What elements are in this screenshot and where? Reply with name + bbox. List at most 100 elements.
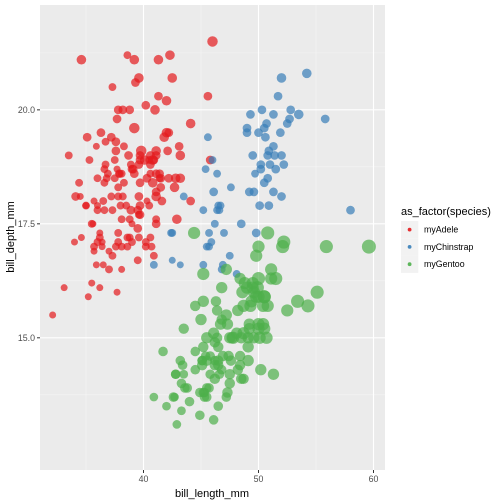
data-point-myadele xyxy=(124,151,133,160)
data-point-myadele xyxy=(75,178,84,187)
data-point-mygentoo xyxy=(224,378,235,389)
data-point-myadele xyxy=(60,284,68,292)
y-axis-title: bill_depth_mm xyxy=(5,201,17,273)
data-point-myadele xyxy=(117,215,126,224)
points-layer xyxy=(49,36,376,429)
legend: as_factor(species) myAdele myChinstrap myG… xyxy=(401,206,491,273)
data-point-myadele xyxy=(123,51,132,60)
data-point-mychinstrap xyxy=(205,229,213,237)
data-point-myadele xyxy=(141,100,151,110)
data-point-mygentoo xyxy=(213,401,224,411)
data-point-mygentoo xyxy=(195,387,205,398)
data-point-mygentoo xyxy=(301,299,315,313)
data-point-mychinstrap xyxy=(236,219,246,229)
data-point-myadele xyxy=(112,114,122,124)
series-mygentoo xyxy=(149,226,376,429)
data-point-myadele xyxy=(110,174,119,183)
series-myadele xyxy=(49,36,218,319)
data-point-mychinstrap xyxy=(248,151,258,160)
data-point-mychinstrap xyxy=(282,119,292,128)
data-point-myadele xyxy=(145,201,154,210)
data-point-mychinstrap xyxy=(246,110,255,119)
data-point-mygentoo xyxy=(250,281,264,295)
data-point-mygentoo xyxy=(149,392,159,402)
data-point-myadele xyxy=(93,174,102,183)
data-point-mygentoo xyxy=(170,369,181,380)
data-point-mygentoo xyxy=(172,420,182,429)
data-point-myadele xyxy=(64,151,73,160)
data-point-myadele xyxy=(146,233,155,242)
data-point-myadele xyxy=(108,251,117,260)
data-point-mychinstrap xyxy=(320,114,330,124)
data-point-myadele xyxy=(111,242,120,251)
data-point-myadele xyxy=(84,293,92,301)
data-point-myadele xyxy=(153,54,164,65)
data-point-mychinstrap xyxy=(176,261,184,269)
data-point-myadele xyxy=(147,242,156,251)
data-point-mygentoo xyxy=(310,285,324,299)
data-point-myadele xyxy=(92,142,100,150)
data-point-myadele xyxy=(100,165,109,174)
data-point-mygentoo xyxy=(217,350,229,362)
data-point-myadele xyxy=(49,311,57,319)
data-point-mychinstrap xyxy=(293,109,304,120)
data-point-mygentoo xyxy=(261,226,275,240)
data-point-myadele xyxy=(133,256,142,265)
data-point-myadele xyxy=(135,178,145,188)
data-point-mychinstrap xyxy=(203,133,212,142)
data-point-myadele xyxy=(82,132,92,142)
data-point-mychinstrap xyxy=(276,73,287,83)
data-point-myadele xyxy=(85,156,94,164)
data-point-mygentoo xyxy=(197,295,209,307)
data-point-mygentoo xyxy=(319,240,333,254)
data-point-mygentoo xyxy=(220,263,232,276)
data-point-mygentoo xyxy=(234,350,246,362)
data-point-mychinstrap xyxy=(277,192,286,201)
data-point-mychinstrap xyxy=(201,165,210,174)
data-point-myadele xyxy=(100,178,109,187)
data-point-mygentoo xyxy=(197,267,210,281)
data-point-mygentoo xyxy=(179,369,189,379)
data-point-myadele xyxy=(117,242,126,251)
data-point-myadele xyxy=(90,197,98,205)
data-point-mychinstrap xyxy=(270,151,279,160)
data-point-mygentoo xyxy=(242,341,254,353)
data-point-myadele xyxy=(133,224,143,233)
data-point-myadele xyxy=(186,196,196,206)
data-point-mychinstrap xyxy=(225,251,234,260)
x-axis: 40 50 60 xyxy=(139,470,378,484)
data-point-myadele xyxy=(185,118,196,129)
data-point-mychinstrap xyxy=(249,187,259,197)
data-point-mygentoo xyxy=(267,368,280,380)
data-point-mychinstrap xyxy=(261,132,270,142)
data-point-myadele xyxy=(93,238,102,246)
data-point-myadele xyxy=(169,182,180,193)
data-point-myadele xyxy=(93,206,102,215)
data-point-myadele xyxy=(100,206,109,215)
data-point-mygentoo xyxy=(187,226,201,240)
data-point-myadele xyxy=(82,201,90,210)
data-point-mygentoo xyxy=(256,299,270,312)
data-point-mychinstrap xyxy=(269,187,278,197)
data-point-myadele xyxy=(76,192,84,200)
data-point-mychinstrap xyxy=(210,219,219,228)
plot-panel xyxy=(40,5,385,470)
data-point-myadele xyxy=(164,173,174,183)
data-point-myadele xyxy=(156,173,166,183)
data-point-mygentoo xyxy=(236,373,247,385)
data-point-myadele xyxy=(120,178,128,187)
data-point-mychinstrap xyxy=(302,68,312,79)
data-point-myadele xyxy=(135,201,145,210)
data-point-mygentoo xyxy=(243,318,255,330)
data-point-mychinstrap xyxy=(273,91,283,101)
data-point-mychinstrap xyxy=(199,206,208,215)
data-point-mygentoo xyxy=(281,304,294,317)
data-point-myadele xyxy=(108,83,117,91)
data-point-myadele xyxy=(125,215,134,224)
data-point-myadele xyxy=(128,238,136,246)
data-point-myadele xyxy=(116,201,125,210)
data-point-myadele xyxy=(149,251,158,260)
data-point-myadele xyxy=(88,279,96,287)
